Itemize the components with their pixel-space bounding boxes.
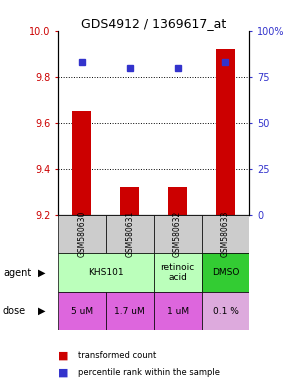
Bar bbox=[154, 292, 202, 330]
Bar bbox=[58, 292, 106, 330]
Text: GSM580633: GSM580633 bbox=[221, 211, 230, 257]
Text: percentile rank within the sample: percentile rank within the sample bbox=[78, 368, 220, 377]
Bar bbox=[72, 111, 92, 215]
Bar bbox=[120, 187, 139, 215]
Text: ▶: ▶ bbox=[38, 268, 45, 278]
Bar bbox=[202, 292, 249, 330]
Text: dose: dose bbox=[3, 306, 26, 316]
Bar bbox=[58, 215, 106, 253]
Text: 5 uM: 5 uM bbox=[71, 306, 93, 316]
Text: 1 uM: 1 uM bbox=[166, 306, 189, 316]
Bar bbox=[58, 253, 154, 292]
Title: GDS4912 / 1369617_at: GDS4912 / 1369617_at bbox=[81, 17, 226, 30]
Bar bbox=[106, 292, 154, 330]
Text: GSM580631: GSM580631 bbox=[125, 211, 134, 257]
Bar bbox=[202, 215, 249, 253]
Bar bbox=[154, 253, 202, 292]
Text: ■: ■ bbox=[58, 350, 68, 360]
Text: ■: ■ bbox=[58, 367, 68, 377]
Text: 1.7 uM: 1.7 uM bbox=[114, 306, 145, 316]
Bar bbox=[168, 187, 187, 215]
Bar bbox=[106, 215, 154, 253]
Bar bbox=[216, 49, 235, 215]
Bar bbox=[154, 215, 202, 253]
Text: agent: agent bbox=[3, 268, 31, 278]
Text: KHS101: KHS101 bbox=[88, 268, 124, 277]
Text: retinoic
acid: retinoic acid bbox=[160, 263, 195, 282]
Text: transformed count: transformed count bbox=[78, 351, 157, 360]
Text: 0.1 %: 0.1 % bbox=[213, 306, 238, 316]
Bar bbox=[202, 253, 249, 292]
Text: ▶: ▶ bbox=[38, 306, 45, 316]
Text: GSM580632: GSM580632 bbox=[173, 211, 182, 257]
Text: DMSO: DMSO bbox=[212, 268, 239, 277]
Text: GSM580630: GSM580630 bbox=[77, 211, 86, 257]
